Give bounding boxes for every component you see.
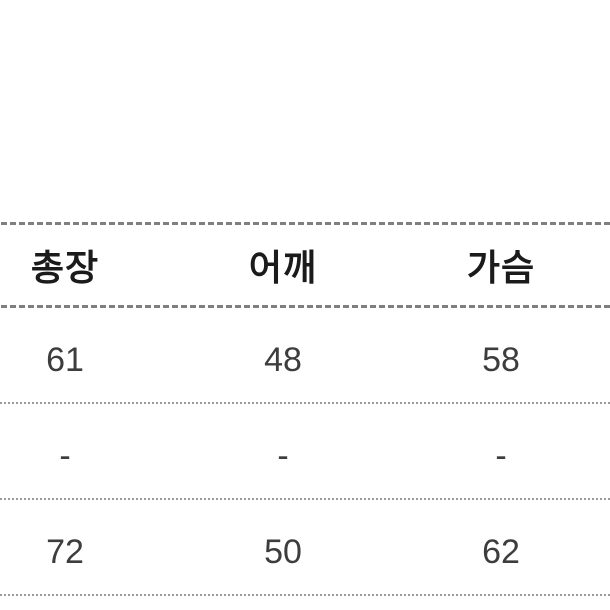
size-table: 총장 어깨 가슴 61 48 58 - - - 72 50 62 [0,222,610,596]
table-cell: 50 [264,532,302,571]
table-cell: 61 [46,340,84,379]
table-cell: - [495,436,507,475]
header-cell-total-length: 총장 [30,247,100,288]
table-row: - - - [0,404,610,500]
table-cell: 62 [482,532,520,571]
header-cell-chest: 가슴 [466,247,536,288]
table-cell: 72 [46,532,84,571]
header-cell-shoulder: 어깨 [248,247,318,288]
table-row: 61 48 58 [0,308,610,404]
table-cell: 58 [482,340,520,379]
table-cell: 48 [264,340,302,379]
table-cell: - [277,436,289,475]
size-table-header-row: 총장 어깨 가슴 [0,222,610,308]
table-cell: - [59,436,71,475]
table-row: 72 50 62 [0,500,610,596]
